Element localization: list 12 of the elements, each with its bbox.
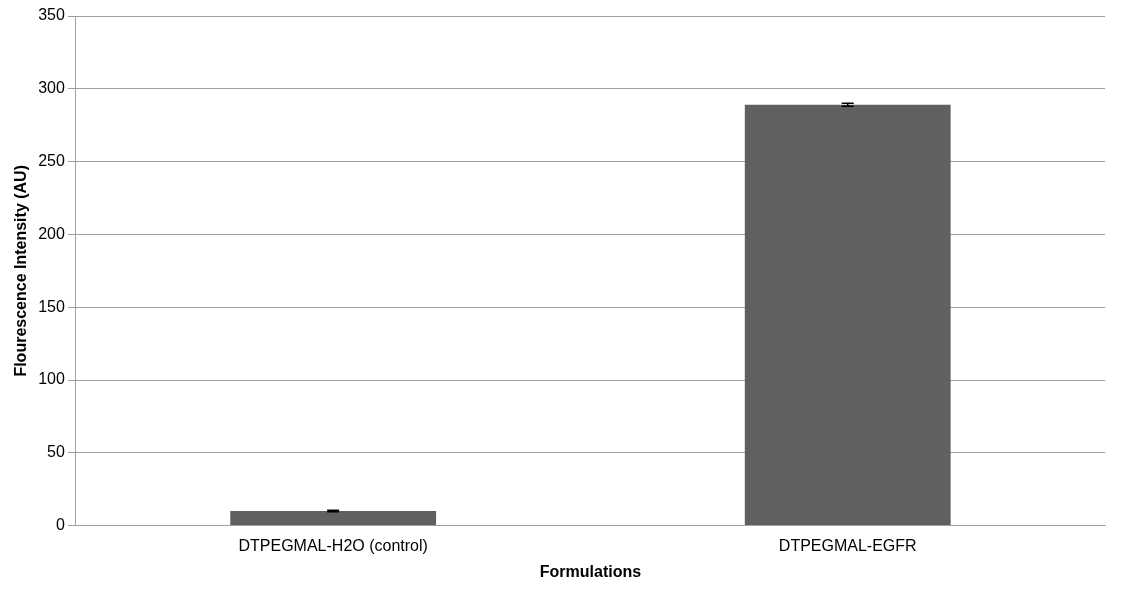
y-tick-label: 50 — [47, 443, 65, 461]
y-tick-label: 150 — [38, 297, 65, 315]
y-tick-label: 200 — [38, 224, 65, 242]
y-tick-label: 250 — [38, 152, 65, 170]
x-tick-label: DTPEGMAL-EGFR — [778, 536, 917, 554]
x-tick-label: DTPEGMAL-H2O (control) — [238, 536, 428, 554]
y-tick-label: 0 — [55, 516, 65, 534]
y-axis-title: Flourescence Intensity (AU) — [12, 165, 30, 377]
y-tick-label: 100 — [38, 370, 65, 388]
y-tick-label: 300 — [38, 79, 65, 97]
y-tick-label: 350 — [38, 6, 65, 24]
x-axis-title: Formulations — [539, 562, 642, 580]
